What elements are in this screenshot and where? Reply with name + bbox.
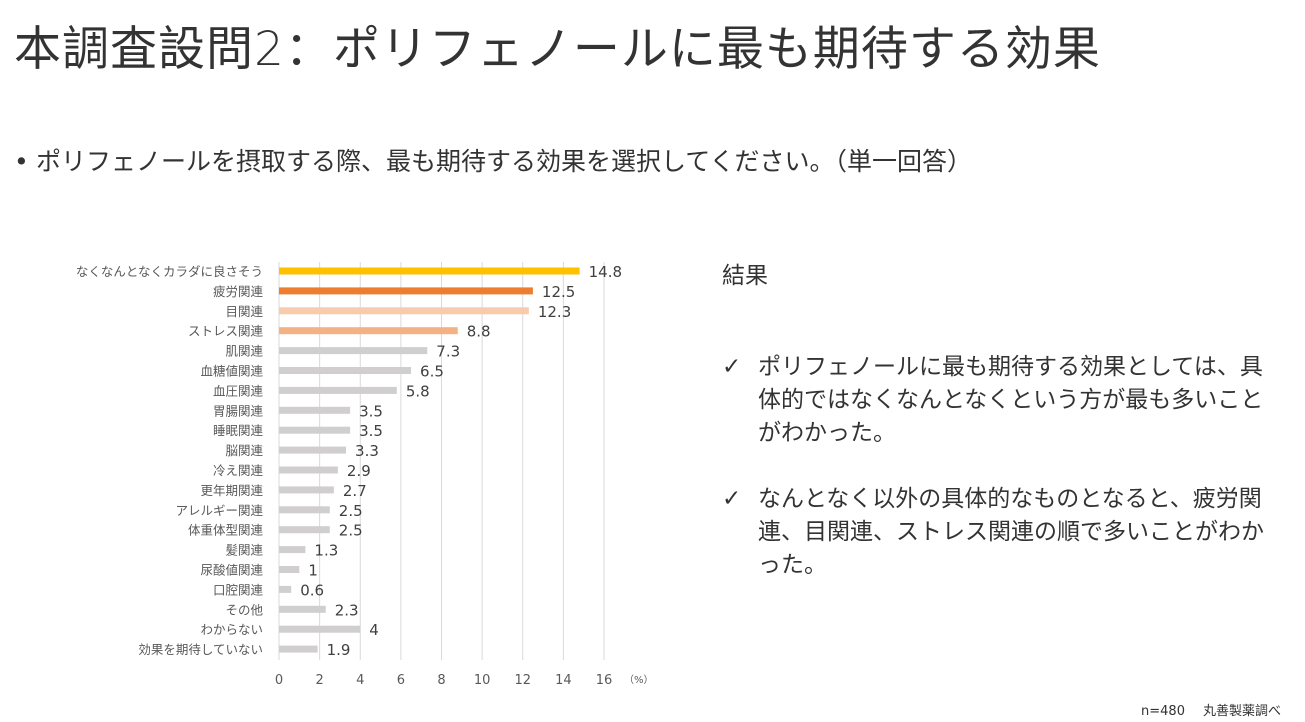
data-label: 12.5	[542, 283, 575, 301]
category-label: なくなんとなくカラダに良さそう	[76, 264, 263, 279]
bar	[279, 506, 330, 514]
category-label: わからない	[200, 622, 263, 637]
bar	[279, 466, 338, 474]
category-label: 効果を期待していない	[138, 642, 263, 657]
data-label: 1	[308, 562, 318, 580]
page-title: 本調査設問2：ポリフェノールに最も期待する効果	[14, 22, 1101, 77]
bar	[279, 625, 361, 633]
bar	[279, 426, 351, 434]
data-label: 1.3	[314, 542, 338, 560]
x-tick-label: 6	[397, 673, 405, 688]
data-label: 5.8	[406, 382, 430, 400]
question-bullet: • ポリフェノールを摂取する際、最も期待する効果を選択してください。（単一回答）	[14, 142, 972, 178]
bar	[279, 267, 580, 275]
source-note: 丸善製薬調べ	[1202, 704, 1281, 719]
category-label: 更年期関連	[200, 483, 263, 498]
category-label: 肌関連	[225, 344, 263, 359]
data-label: 2.3	[335, 601, 359, 619]
bar	[279, 526, 330, 534]
x-tick-label: 0	[275, 673, 283, 688]
bar	[279, 307, 529, 315]
category-label: 疲労関連	[213, 284, 264, 299]
bar	[279, 327, 458, 335]
category-label: 髪関連	[225, 543, 263, 558]
bar	[279, 546, 306, 554]
data-label: 3.3	[355, 442, 379, 460]
data-label: 2.5	[339, 502, 363, 520]
data-label: 2.5	[339, 522, 363, 540]
category-label: 目関連	[225, 304, 263, 319]
bar	[279, 406, 351, 414]
question-text: ポリフェノールを摂取する際、最も期待する効果を選択してください。（単一回答）	[36, 147, 973, 176]
category-label: 血圧関連	[213, 383, 264, 398]
result-item: ✓ ポリフェノールに最も期待する効果としては、具体的ではなくなんとなくという方が最…	[722, 351, 1282, 450]
sample-size: n=480	[1141, 704, 1185, 719]
category-label: 体重体型関連	[188, 523, 264, 538]
bar	[279, 347, 428, 355]
result-item: ✓ なんとなく以外の具体的なものとなると、疲労関連、目関連、ストレス関連の順で多い…	[722, 483, 1282, 582]
bar	[279, 605, 326, 613]
x-tick-label: 12	[514, 673, 531, 688]
data-label: 2.7	[343, 482, 367, 500]
x-tick-label: 4	[356, 673, 364, 688]
bar	[279, 486, 334, 494]
category-label: アレルギー関連	[175, 503, 263, 518]
category-label: 脳関連	[225, 443, 263, 458]
data-label: 4	[369, 621, 379, 639]
data-label: 3.5	[359, 422, 383, 440]
data-label: 3.5	[359, 402, 383, 420]
check-icon: ✓	[722, 486, 742, 512]
category-label: ストレス関連	[188, 324, 264, 339]
category-label: 口腔関連	[213, 582, 264, 597]
data-label: 8.8	[467, 323, 491, 341]
data-label: 1.9	[327, 641, 351, 659]
category-label: 尿酸値関連	[200, 563, 263, 578]
category-label: 冷え関連	[213, 463, 264, 478]
bullet-dot-icon: •	[14, 147, 29, 176]
x-tick-label: 14	[555, 673, 572, 688]
data-label: 14.8	[589, 263, 622, 281]
data-label: 6.5	[420, 363, 444, 381]
footer: n=480 丸善製薬調べ	[1123, 700, 1281, 719]
category-label: 睡眠関連	[213, 423, 264, 438]
bar	[279, 645, 318, 653]
data-label: 7.3	[436, 343, 460, 361]
bar	[279, 446, 347, 454]
x-tick-label: 8	[437, 673, 445, 688]
data-label: 0.6	[300, 581, 324, 599]
check-icon: ✓	[722, 354, 742, 380]
bar	[279, 287, 533, 295]
category-label: 胃腸関連	[213, 403, 264, 418]
x-unit-label: （%）	[624, 674, 654, 686]
bar	[279, 367, 412, 374]
bar	[279, 585, 292, 593]
bar	[279, 566, 300, 573]
results-heading: 結果	[722, 263, 768, 289]
category-label: 血糖値関連	[200, 364, 263, 379]
x-tick-label: 16	[596, 673, 613, 688]
data-label: 2.9	[347, 462, 371, 480]
x-tick-label: 2	[315, 673, 323, 688]
x-tick-label: 10	[474, 673, 491, 688]
bar	[279, 386, 397, 394]
category-label: その他	[225, 602, 263, 617]
data-label: 12.3	[538, 303, 571, 321]
